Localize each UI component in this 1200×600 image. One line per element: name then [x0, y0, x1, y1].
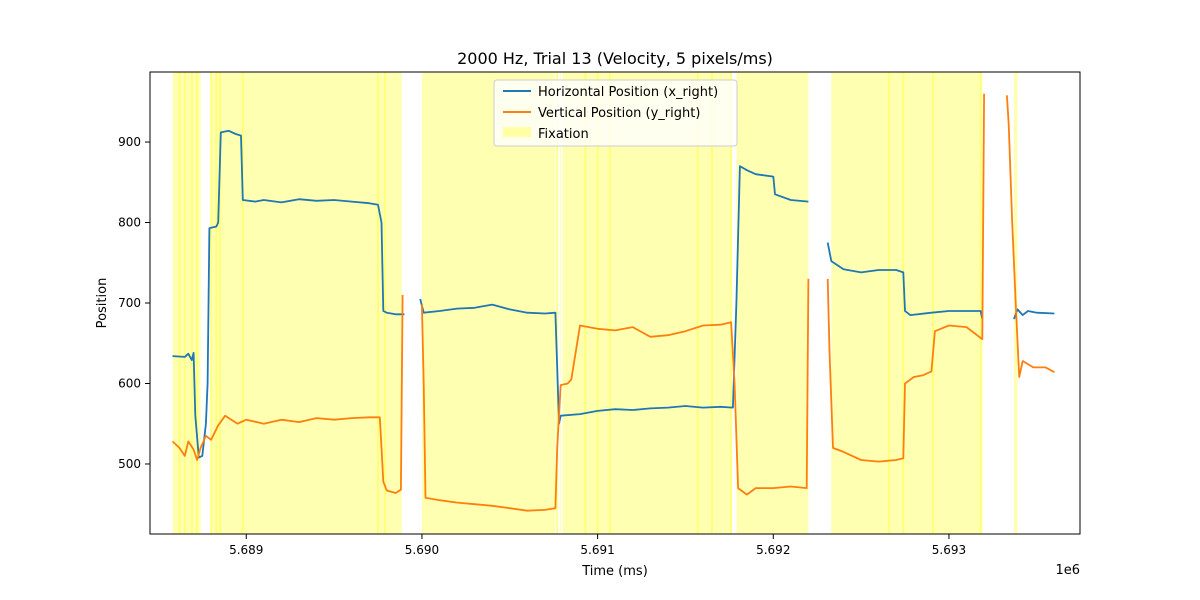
chart-title: 2000 Hz, Trial 13 (Velocity, 5 pixels/ms…: [457, 49, 773, 68]
fixation-edge: [730, 72, 733, 534]
legend: Horizontal Position (x_right) Vertical P…: [493, 79, 738, 147]
x-tick-label: 5.692: [756, 543, 790, 557]
fixation-edge: [241, 72, 244, 534]
y-tick-label: 600: [118, 376, 141, 390]
fixation-band: [736, 72, 809, 534]
legend-label-y-right: Vertical Position (y_right): [538, 106, 700, 121]
fixation-edge: [596, 72, 599, 534]
series-line-y-right: [1006, 95, 1055, 378]
y-tick-label: 700: [118, 296, 141, 310]
fixation-edge: [218, 72, 221, 534]
y-axis: 500 600 700 800 900: [118, 135, 150, 471]
y-tick-label: 900: [118, 135, 141, 149]
fixation-edge: [556, 72, 559, 534]
fixation-edge: [178, 72, 181, 534]
fixation-edge: [584, 72, 587, 534]
x-tick-label: 5.693: [932, 543, 966, 557]
fixation-band: [421, 72, 556, 534]
y-tick-label: 500: [118, 457, 141, 471]
x-axis: 5.689 5.690 5.691 5.692 5.693: [229, 534, 966, 557]
fixation-edge: [979, 72, 982, 534]
fixation-edge: [384, 72, 386, 534]
legend-swatch-fixation: [503, 127, 531, 137]
series-line-x-right: [419, 165, 809, 425]
x-tick-label: 5.691: [580, 543, 614, 557]
fixation-band: [211, 72, 402, 534]
x-tick-label: 5.690: [405, 543, 439, 557]
fixation-layer: [172, 72, 1018, 534]
fixation-edge: [902, 72, 905, 534]
fixation-band: [562, 72, 732, 534]
fixation-band: [831, 72, 983, 534]
legend-label-x-right: Horizontal Position (x_right): [538, 85, 718, 100]
fixation-band: [559, 72, 561, 534]
fixation-edge: [196, 72, 199, 534]
series-line-y-right: [826, 93, 985, 463]
fixation-edge: [696, 72, 699, 534]
fixation-edge: [183, 72, 186, 534]
y-tick-label: 800: [118, 216, 141, 230]
series-line-x-right: [826, 242, 984, 320]
fixation-edge: [608, 72, 611, 534]
fixation-edge: [932, 72, 935, 534]
x-axis-label: Time (ms): [581, 564, 648, 579]
y-axis-label: Position: [95, 278, 110, 329]
series-line-y-right: [421, 278, 810, 512]
fixation-edge: [710, 72, 713, 534]
series-line-x-right: [172, 129, 405, 459]
fixation-edge: [888, 72, 891, 534]
legend-label-fixation: Fixation: [538, 127, 589, 142]
series-layer: [171, 93, 1055, 512]
fixation-edge: [215, 72, 218, 534]
legend-box: [493, 79, 738, 147]
fixation-edge: [377, 72, 379, 534]
series-line-y-right: [171, 294, 404, 494]
x-axis-offset: 1e6: [1055, 563, 1080, 578]
fixation-edge: [190, 72, 193, 534]
fixation-edge: [210, 72, 213, 534]
x-tick-label: 5.689: [229, 543, 263, 557]
